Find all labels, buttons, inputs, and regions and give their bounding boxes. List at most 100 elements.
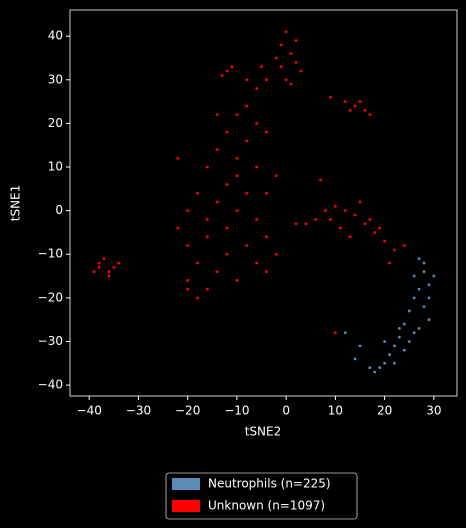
point [378, 366, 382, 370]
point [422, 270, 426, 274]
point [284, 78, 288, 82]
point [97, 265, 101, 269]
legend-label: Unknown (n=1097) [208, 499, 325, 513]
point [427, 283, 431, 287]
point [373, 370, 377, 374]
point [230, 65, 234, 69]
point [393, 361, 396, 365]
point [279, 65, 283, 69]
x-axis-label: tSNE2 [245, 425, 282, 439]
x-tick-label: −40 [77, 404, 102, 418]
x-tick-label: −10 [224, 404, 249, 418]
point [393, 344, 396, 348]
point [422, 261, 426, 265]
point [422, 305, 426, 308]
y-tick-label: −10 [38, 247, 63, 261]
point [319, 178, 323, 182]
point [225, 130, 229, 134]
point [235, 113, 239, 117]
point [289, 82, 293, 86]
point [289, 52, 293, 56]
point [265, 130, 268, 134]
legend-label: Neutrophils (n=225) [208, 477, 331, 491]
point [255, 217, 259, 221]
point [186, 287, 190, 291]
point [402, 348, 406, 352]
point [235, 156, 239, 160]
point [107, 274, 111, 278]
point [348, 235, 352, 239]
point [245, 191, 249, 195]
point [245, 244, 249, 247]
point [255, 87, 259, 90]
point [205, 235, 209, 239]
y-tick-label: 30 [48, 72, 63, 86]
point [245, 78, 249, 82]
point [294, 60, 298, 64]
point [338, 226, 342, 230]
point [417, 326, 421, 330]
point [402, 244, 406, 247]
y-tick-label: 0 [55, 203, 63, 217]
point [407, 309, 411, 313]
x-tick-label: 30 [426, 404, 441, 418]
point [348, 108, 352, 112]
point [235, 279, 239, 282]
point [368, 217, 372, 221]
point [265, 191, 268, 195]
point [225, 226, 229, 230]
y-tick-label: 10 [48, 160, 63, 174]
point [299, 69, 303, 73]
point [245, 104, 249, 108]
point [417, 257, 421, 261]
point [215, 270, 219, 274]
point [368, 113, 372, 117]
point [324, 209, 327, 213]
point [388, 261, 391, 265]
point [255, 261, 259, 265]
point [225, 183, 229, 186]
plot-frame [69, 9, 458, 397]
point [245, 139, 249, 143]
point [235, 209, 239, 213]
point [112, 265, 116, 269]
point [205, 165, 209, 169]
point [97, 261, 101, 265]
point [304, 222, 308, 226]
point [294, 39, 298, 42]
point [186, 209, 190, 213]
point [176, 156, 180, 160]
point [274, 174, 278, 178]
point [358, 344, 362, 348]
point [378, 226, 382, 230]
point [186, 244, 190, 247]
point [358, 100, 362, 103]
point [412, 274, 416, 278]
point [353, 357, 357, 361]
point [294, 222, 298, 226]
point [225, 252, 229, 256]
point [397, 326, 401, 330]
point [358, 200, 362, 204]
point [373, 231, 377, 234]
point [393, 248, 396, 252]
point [235, 174, 239, 178]
point [92, 270, 96, 274]
point [417, 287, 421, 291]
point [363, 108, 367, 112]
y-tick-label: 40 [48, 29, 63, 43]
point [397, 335, 401, 339]
point [225, 69, 229, 73]
point [265, 270, 268, 274]
y-tick-label: 20 [48, 116, 63, 130]
point [284, 30, 288, 34]
point [412, 296, 416, 300]
point [215, 148, 219, 151]
point [427, 318, 431, 322]
legend-swatch [172, 478, 200, 490]
point [402, 322, 406, 326]
point [314, 217, 318, 221]
y-tick-label: −20 [38, 290, 63, 304]
point [205, 287, 209, 291]
